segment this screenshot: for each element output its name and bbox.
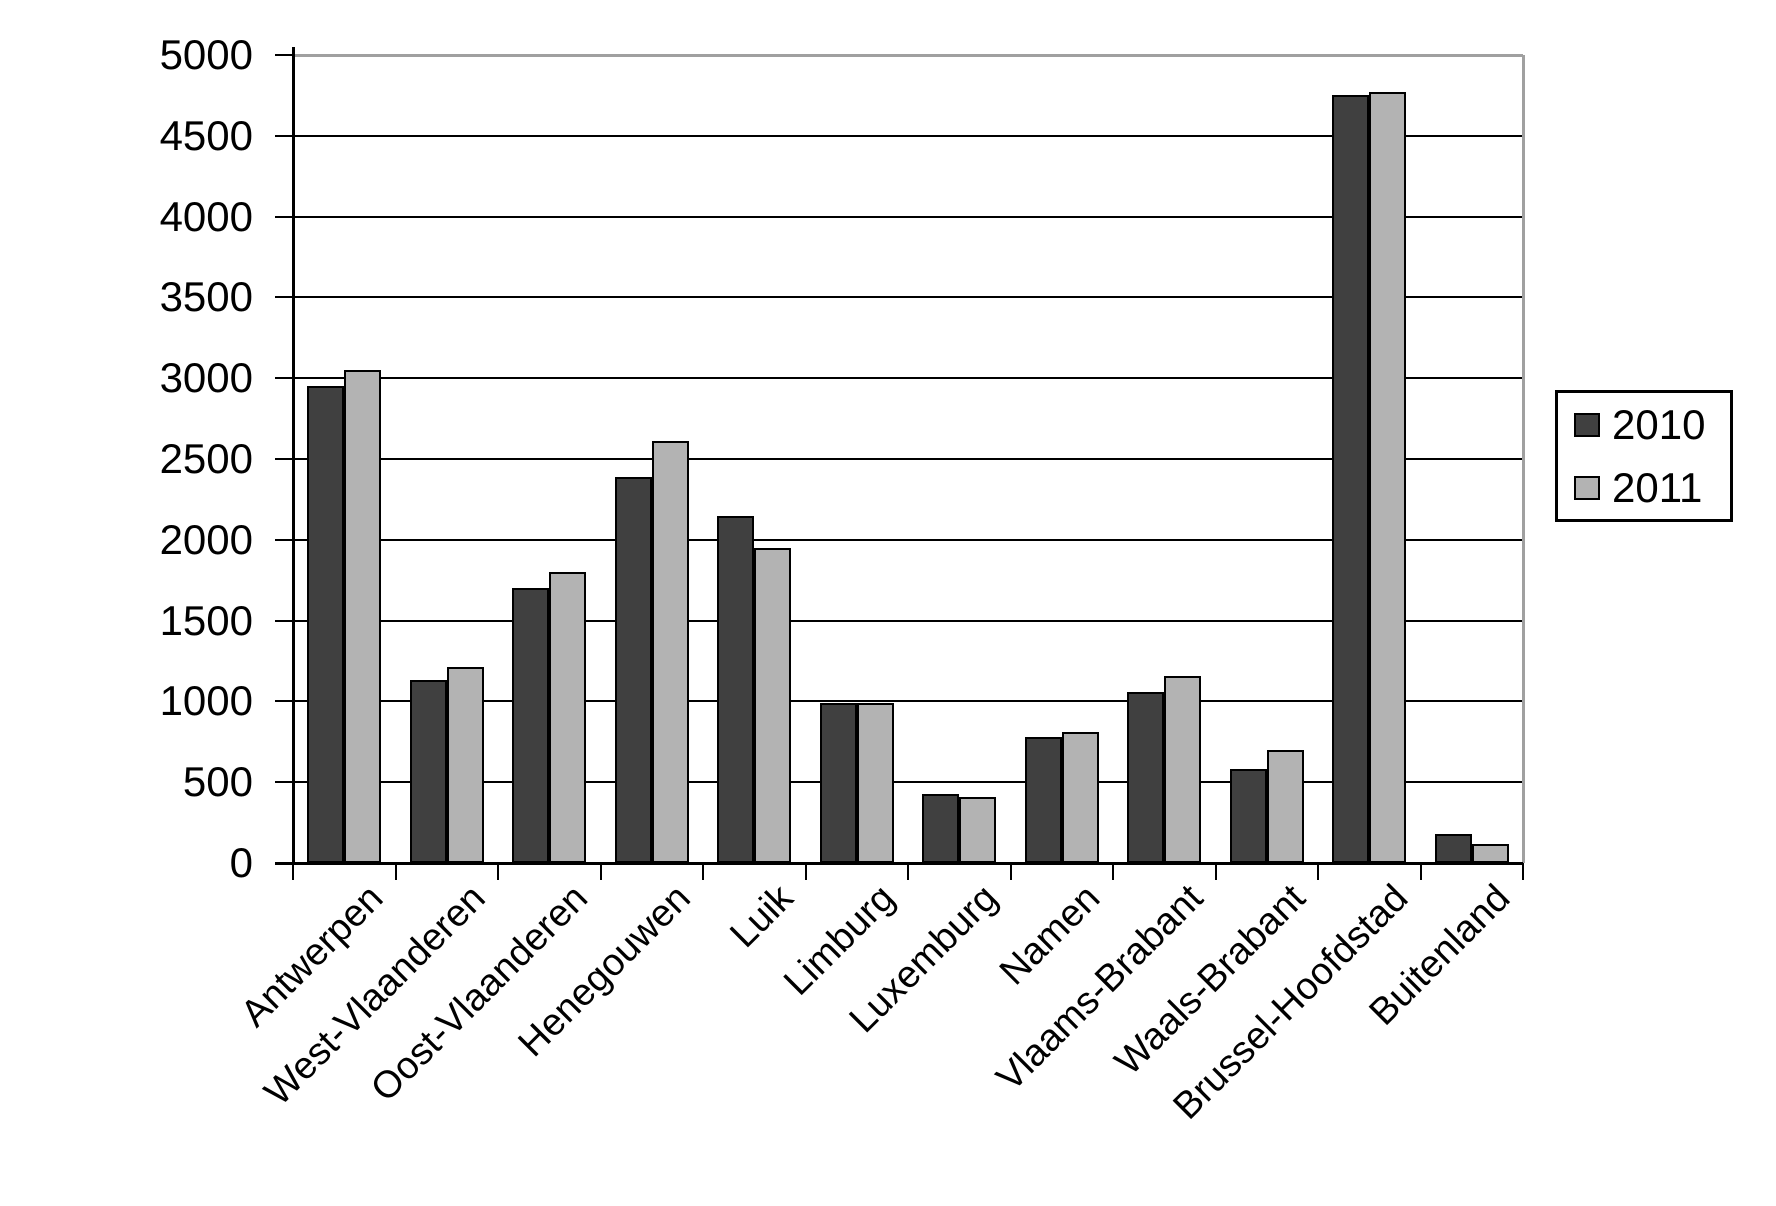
bar-2010-limburg [819, 703, 857, 863]
y-tick-5000 [275, 54, 293, 56]
y-tick-3500 [275, 296, 293, 299]
bar-2010-buitenland [1434, 833, 1472, 863]
bar-2010-namen [1024, 736, 1062, 863]
bar-2010-luxemburg [922, 793, 960, 863]
x-tick-11 [1419, 863, 1422, 880]
x-tick-7 [1009, 863, 1012, 880]
y-axis-label-1500: 1500 [159, 596, 253, 644]
x-axis-line [275, 861, 1523, 865]
bar-2011-brussel-hoofdstad [1369, 92, 1407, 863]
bar-2011-henegouwen [651, 441, 689, 863]
bar-2010-antwerpen [307, 386, 345, 863]
bar-2011-luxemburg [959, 796, 997, 863]
gridline-1000 [293, 700, 1523, 703]
gridline-500 [293, 781, 1523, 784]
y-axis-label-1000: 1000 [159, 677, 253, 725]
legend: 2010 2011 [1555, 390, 1733, 522]
y-tick-500 [275, 781, 293, 784]
y-axis-label-3500: 3500 [159, 273, 253, 321]
legend-item-2010: 2010 [1574, 400, 1730, 448]
bar-2011-west-vlaanderen [446, 667, 484, 863]
x-tick-8 [1112, 863, 1114, 880]
y-tick-1500 [275, 619, 293, 622]
x-tick-3 [599, 863, 602, 880]
bar-2010-luik [717, 515, 755, 863]
gridline-4500 [293, 134, 1523, 137]
y-tick-4000 [275, 215, 293, 218]
x-tick-0 [292, 863, 294, 880]
plot-right-border [1521, 55, 1525, 863]
plot-top-border [293, 53, 1523, 57]
bar-2011-oost-vlaanderen [549, 572, 587, 863]
bar-2011-buitenland [1471, 843, 1509, 863]
y-axis-label-5000: 5000 [159, 31, 253, 78]
x-tick-1 [394, 863, 397, 880]
bar-2011-limburg [856, 703, 894, 863]
gridline-3000 [293, 377, 1523, 380]
bar-2010-henegouwen [614, 476, 652, 863]
legend-swatch-2010 [1574, 412, 1600, 437]
bar-2011-vlaams-brabant [1164, 675, 1202, 863]
y-axis-label-2000: 2000 [159, 515, 253, 563]
y-axis-label-2500: 2500 [159, 435, 253, 482]
legend-label-2011: 2011 [1612, 463, 1703, 511]
bar-2010-vlaams-brabant [1127, 691, 1165, 863]
y-tick-2500 [275, 458, 293, 460]
y-axis-label-3000: 3000 [159, 354, 253, 402]
legend-item-2011: 2011 [1574, 463, 1730, 511]
bar-2010-brussel-hoofdstad [1332, 95, 1370, 863]
gridline-2500 [293, 458, 1523, 460]
y-axis-label-500: 500 [182, 758, 253, 806]
legend-swatch-2011 [1574, 475, 1600, 500]
bar-2011-antwerpen [344, 370, 382, 863]
gridline-2000 [293, 538, 1523, 541]
bar-2011-luik [754, 547, 792, 863]
y-tick-3000 [275, 377, 293, 380]
y-axis-line [291, 47, 295, 863]
gridline-1500 [293, 619, 1523, 622]
y-axis-label-4500: 4500 [159, 111, 253, 159]
legend-label-2010: 2010 [1612, 400, 1706, 448]
y-axis-label-4000: 4000 [159, 192, 253, 240]
y-axis-label-0: 0 [229, 839, 253, 886]
bar-2010-waals-brabant [1229, 769, 1267, 863]
bar-2011-namen [1061, 732, 1099, 863]
y-tick-1000 [275, 700, 293, 703]
x-axis-label-luik: Luik [721, 877, 801, 956]
gridline-4000 [293, 215, 1523, 218]
x-tick-10 [1317, 863, 1319, 880]
gridline-3500 [293, 296, 1523, 299]
bar-2010-oost-vlaanderen [512, 588, 550, 863]
x-tick-12 [1522, 863, 1524, 880]
x-tick-5 [804, 863, 807, 880]
x-tick-4 [702, 863, 704, 880]
bar-2010-west-vlaanderen [409, 680, 447, 863]
y-tick-2000 [275, 538, 293, 541]
y-tick-4500 [275, 134, 293, 137]
x-tick-6 [907, 863, 909, 880]
x-tick-2 [497, 863, 499, 880]
bar-2011-waals-brabant [1266, 749, 1304, 863]
x-tick-9 [1214, 863, 1217, 880]
